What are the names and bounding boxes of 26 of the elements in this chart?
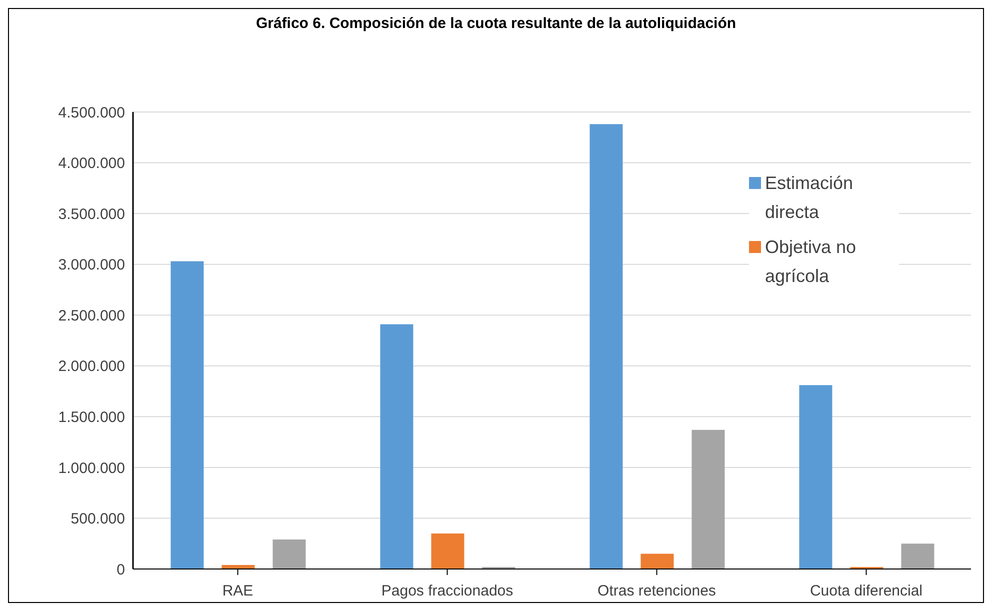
bar (272, 540, 306, 569)
y-tick-label: 0 (116, 561, 125, 578)
y-tick-label: 2.000.000 (58, 358, 125, 376)
x-tick-label: RAE (222, 582, 254, 600)
x-tick-label: Otras retenciones (598, 582, 716, 600)
y-tick-label: 3.000.000 (58, 256, 125, 274)
y-tick-label: 3.500.000 (58, 206, 125, 223)
bar (640, 554, 674, 569)
y-tick-label: 500.000 (70, 510, 125, 528)
legend-label: Objetiva no agrícola (765, 236, 858, 288)
y-tick-label: 1.500.000 (58, 408, 125, 426)
y-tick-label: 1.000.000 (58, 460, 125, 477)
bar (380, 324, 414, 569)
y-tick-label: 2.500.000 (58, 307, 125, 324)
x-tick-label: Pagos fraccionados (381, 582, 514, 600)
y-tick-label: 4.500.000 (58, 104, 125, 122)
bar (692, 430, 725, 569)
bar (799, 385, 832, 569)
bar (431, 533, 464, 569)
legend-label: Estimación directa (765, 172, 854, 224)
x-tick-label: Cuota diferencial (810, 582, 923, 600)
bar (901, 544, 934, 569)
bar (170, 261, 204, 569)
y-tick-label: 4.000.000 (58, 155, 125, 172)
bar (590, 124, 623, 569)
chart-title: Gráfico 6. Composición de la cuota resultante de la autoliquidación (254, 15, 738, 32)
